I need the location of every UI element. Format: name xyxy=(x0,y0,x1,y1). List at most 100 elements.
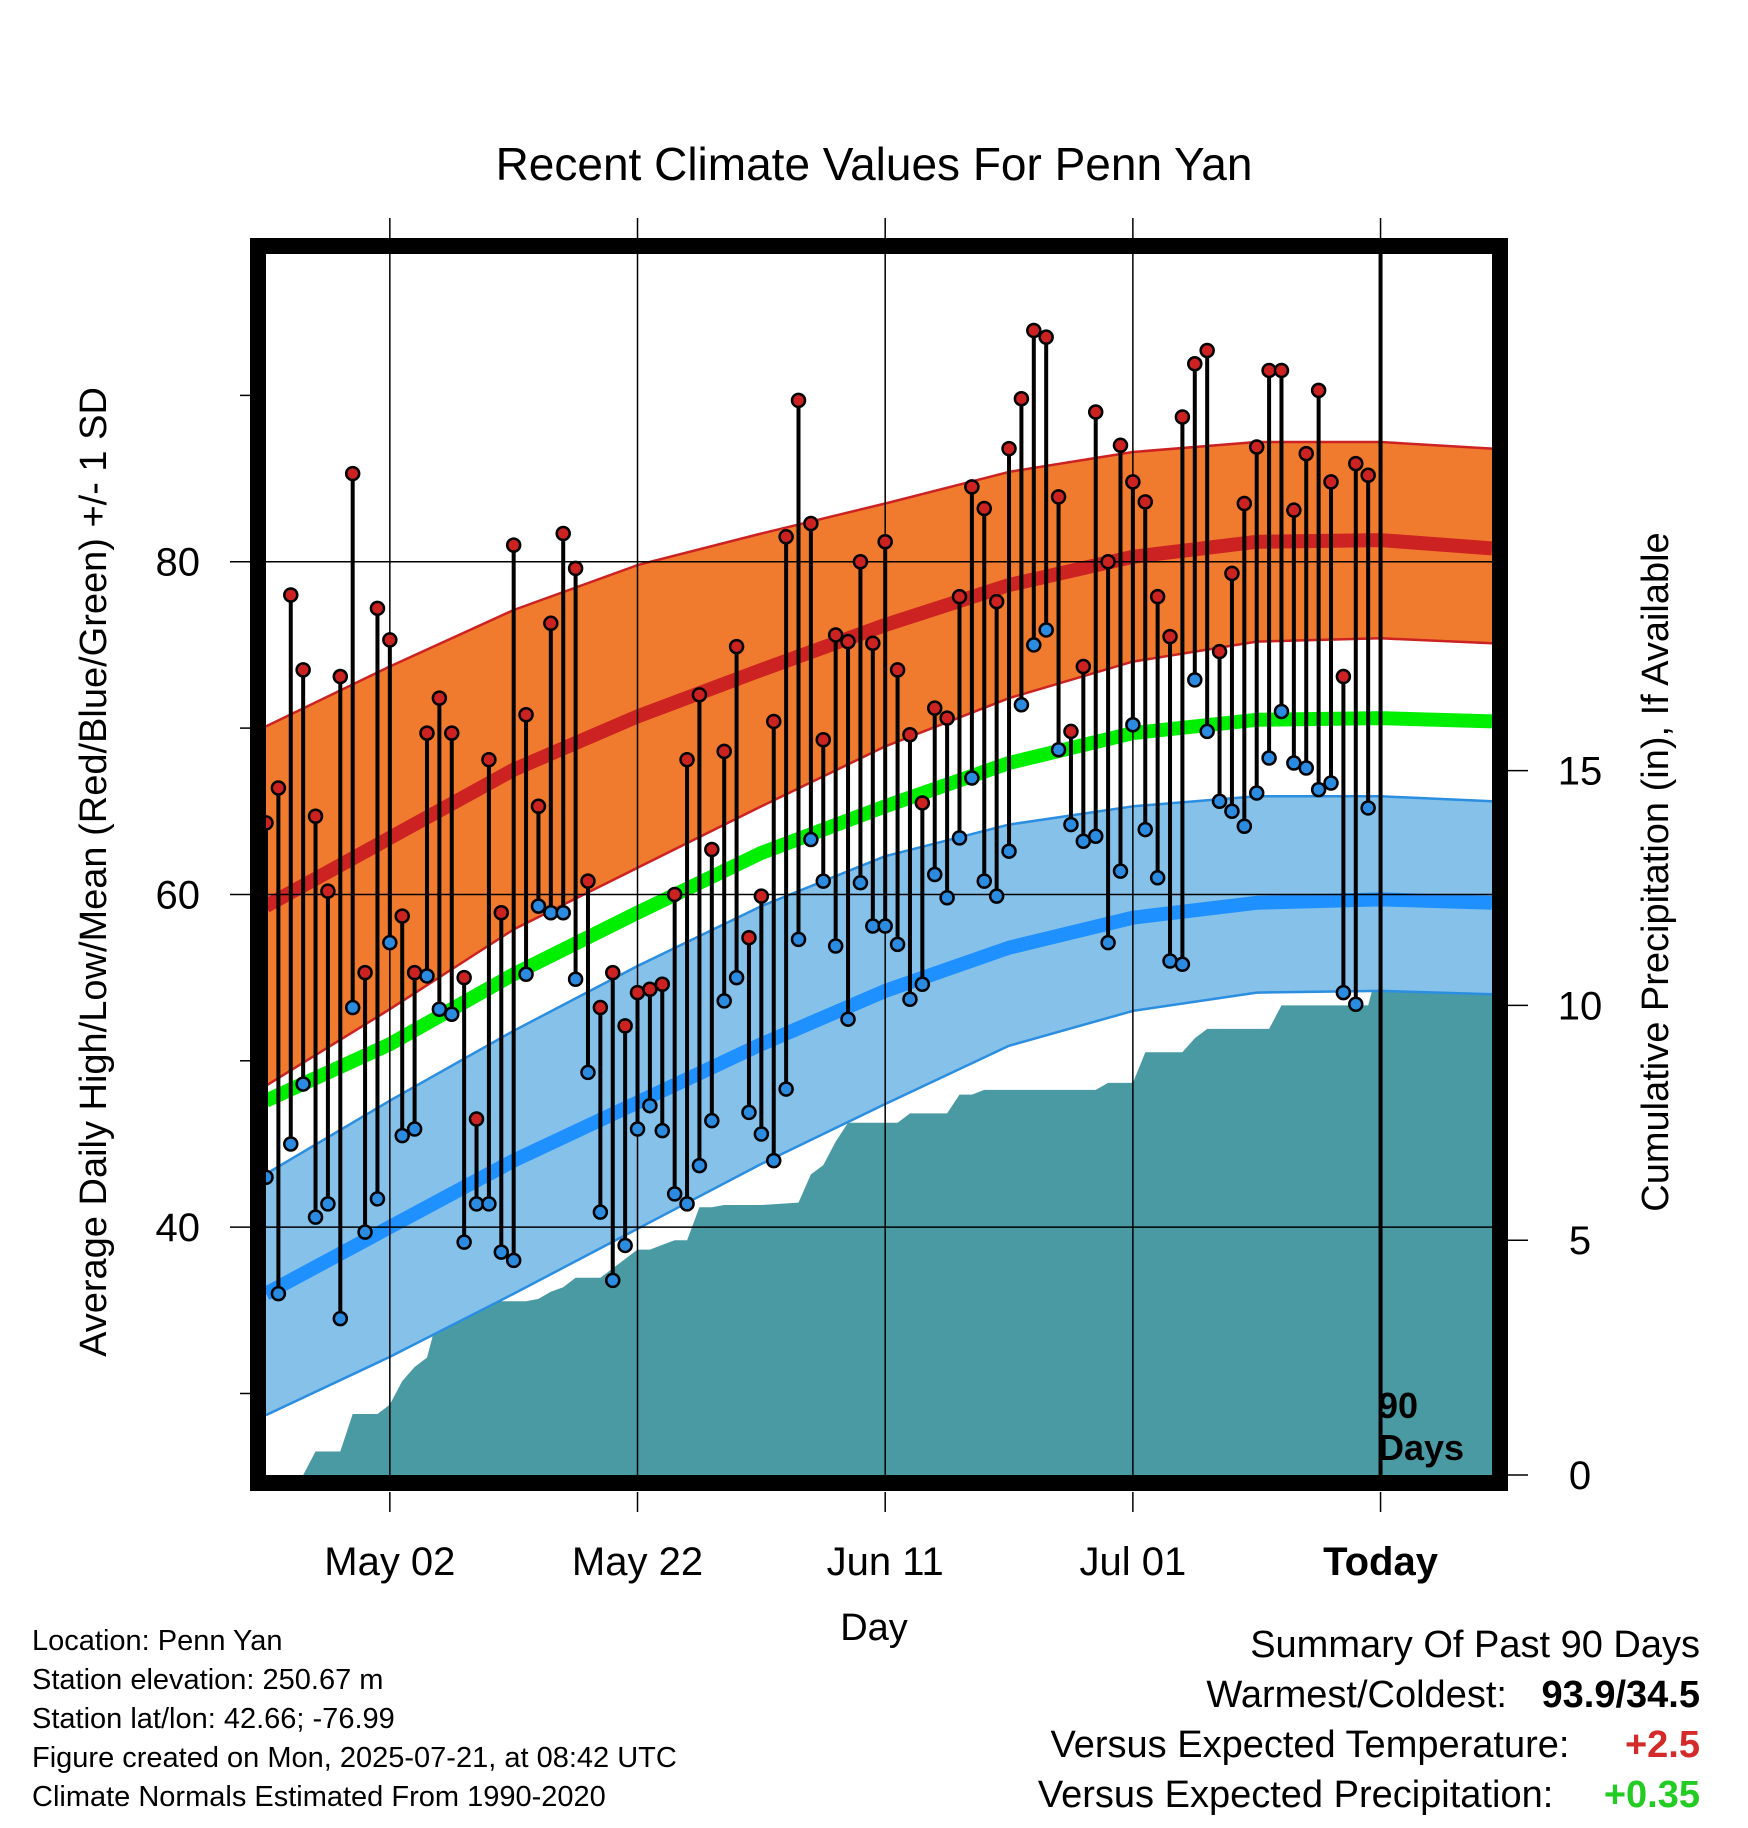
daily-low-point xyxy=(939,890,955,906)
summary-heading: Summary Of Past 90 Days xyxy=(1250,1624,1700,1666)
daily-low-point xyxy=(530,898,547,914)
daily-high-point xyxy=(679,751,695,768)
daily-low-point xyxy=(1286,755,1302,771)
daily-low-point xyxy=(1310,781,1327,798)
daily-low-point xyxy=(827,938,844,954)
daily-low-point xyxy=(765,1152,782,1169)
daily-high-point xyxy=(1075,658,1092,675)
x-tick-label: Today xyxy=(1323,1540,1439,1584)
daily-low-point xyxy=(629,1121,646,1137)
daily-high-point xyxy=(1013,390,1030,407)
precip-tick-label: 0 xyxy=(1569,1454,1591,1498)
daily-high-point xyxy=(1050,489,1067,505)
daily-low-point xyxy=(543,904,559,921)
daily-high-point xyxy=(902,726,918,743)
daily-high-point xyxy=(567,560,584,577)
daily-high-point xyxy=(344,465,361,482)
daily-high-point xyxy=(266,815,274,831)
daily-high-point xyxy=(1063,723,1079,740)
daily-high-point xyxy=(914,795,931,811)
daily-low-point xyxy=(778,1081,794,1097)
daily-low-point xyxy=(914,976,931,993)
daily-high-point xyxy=(716,743,732,760)
right-axis-label: Cumulative Precipitation (in), If Availa… xyxy=(1635,532,1677,1211)
warmest-coldest-value: 93.9/34.5 xyxy=(1541,1674,1700,1716)
daily-low-point xyxy=(406,1121,423,1137)
daily-low-point xyxy=(840,1011,856,1027)
climate-normals-period: Climate Normals Estimated From 1990-2020 xyxy=(32,1781,606,1813)
daily-high-point xyxy=(704,841,720,858)
daily-low-point xyxy=(382,934,398,951)
daily-low-point xyxy=(1125,717,1141,733)
daily-low-point xyxy=(926,866,943,883)
figure-created: Figure created on Mon, 2025-07-21, at 08… xyxy=(32,1742,677,1774)
station-info: Location: Penn Yan Station elevation: 25… xyxy=(32,1622,677,1817)
daily-low-point xyxy=(617,1237,633,1254)
daily-high-point xyxy=(1001,440,1017,457)
x-axis-label: Day xyxy=(840,1607,908,1649)
daily-low-point xyxy=(604,1272,621,1289)
daily-low-point xyxy=(1137,821,1154,838)
daily-high-point xyxy=(617,1018,633,1034)
plot-frame xyxy=(250,238,1508,1491)
daily-high-point xyxy=(1310,382,1327,399)
daily-low-point xyxy=(753,1126,770,1142)
daily-low-point xyxy=(877,918,893,934)
daily-low-point xyxy=(1348,996,1364,1012)
daily-low-point xyxy=(431,1001,448,1017)
daily-high-point xyxy=(580,873,596,889)
daily-high-point xyxy=(666,886,683,903)
daily-high-point xyxy=(926,700,943,716)
daily-high-point xyxy=(741,929,757,946)
daily-high-point xyxy=(976,500,993,517)
daily-low-point xyxy=(803,831,819,848)
daily-low-point xyxy=(283,1136,299,1152)
daily-high-point xyxy=(654,976,671,993)
daily-low-point xyxy=(1174,956,1191,973)
daily-high-point xyxy=(642,981,658,998)
daily-high-point xyxy=(1261,362,1277,379)
daily-low-point xyxy=(1050,741,1067,758)
precip-tick-label: 5 xyxy=(1569,1219,1591,1263)
daily-high-point xyxy=(951,588,968,605)
daily-high-point xyxy=(431,690,448,706)
daily-high-point xyxy=(1286,502,1302,518)
daily-high-point xyxy=(1026,322,1042,339)
precip-departure-value: +0.35 xyxy=(1603,1774,1700,1816)
daily-low-point xyxy=(1038,622,1054,638)
daily-low-point xyxy=(1162,953,1178,969)
daily-low-point xyxy=(654,1122,671,1139)
daily-high-point xyxy=(543,615,559,632)
daily-low-point xyxy=(1248,785,1265,801)
daily-low-point xyxy=(357,1224,373,1240)
precip-departure-label: Versus Expected Precipitation: xyxy=(1037,1774,1554,1816)
daily-low-point xyxy=(270,1285,287,1302)
daily-low-point xyxy=(369,1191,386,1207)
daily-high-point xyxy=(456,969,472,986)
daily-low-point xyxy=(1224,803,1240,820)
daily-high-point xyxy=(1211,643,1228,660)
station-latlon: Station lat/lon: 42.66; -76.99 xyxy=(32,1703,395,1735)
precipitation-area xyxy=(266,958,1492,1475)
daily-low-point xyxy=(555,904,571,921)
daily-high-point xyxy=(1137,494,1154,510)
summary-warmest-coldest: Warmest/Coldest: 93.9/34.5 xyxy=(1038,1670,1700,1720)
summary-temp-departure: Versus Expected Temperature: +2.5 xyxy=(1038,1720,1700,1770)
daily-low-point xyxy=(444,1006,460,1022)
daily-low-point xyxy=(320,1196,336,1212)
daily-low-point xyxy=(976,873,993,889)
x-tick-label: May 22 xyxy=(572,1540,703,1584)
daily-low-point xyxy=(1335,984,1352,1001)
daily-low-point xyxy=(567,971,584,988)
normal-high-band xyxy=(266,442,1492,1086)
daily-high-point xyxy=(765,713,782,730)
daily-low-point xyxy=(307,1209,324,1225)
daily-low-point xyxy=(889,936,906,953)
daily-high-point xyxy=(419,725,435,741)
daily-high-point xyxy=(382,632,398,648)
daily-low-point xyxy=(1323,775,1339,791)
daily-high-point xyxy=(320,883,336,899)
daily-low-point xyxy=(592,1204,609,1220)
daily-high-point xyxy=(604,964,621,981)
daily-high-point xyxy=(1125,474,1141,490)
